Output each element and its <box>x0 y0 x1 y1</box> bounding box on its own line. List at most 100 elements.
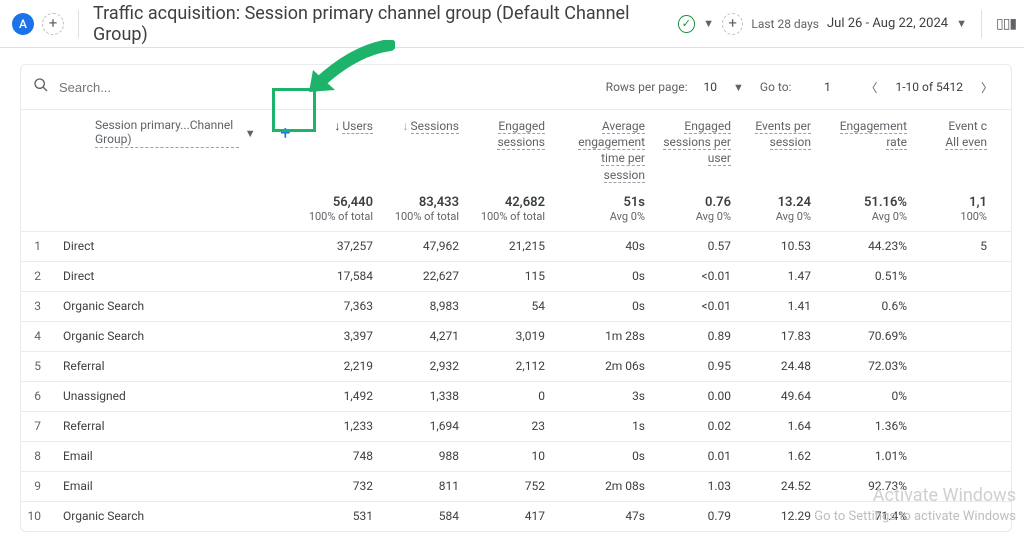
row-metric: 24.52 <box>739 479 819 493</box>
goto-input[interactable]: 1 <box>807 79 847 95</box>
chevron-down-icon: ▼ <box>956 17 967 30</box>
range-text: 1-10 of 5412 <box>895 80 963 94</box>
row-metric: 44.23% <box>819 239 915 253</box>
row-index: 2 <box>21 269 55 283</box>
check-icon[interactable]: ✓ <box>678 15 695 33</box>
table-row[interactable]: 3Organic Search7,3638,983540s<0.011.410.… <box>21 291 1011 321</box>
row-metric: 417 <box>467 509 553 523</box>
rows-per-page-value[interactable]: 10 <box>704 80 718 94</box>
row-metric: 1.36% <box>819 419 915 433</box>
row-metric: 1.41 <box>739 299 819 313</box>
col-engagement-rate[interactable]: Engagement rate <box>819 118 915 150</box>
row-metric: 1,233 <box>295 419 381 433</box>
row-metric: 1,338 <box>381 389 467 403</box>
row-metric: 70.69% <box>819 329 915 343</box>
col-engaged-per-user[interactable]: Engaged sessions per user <box>653 118 739 167</box>
top-bar: A + Traffic acquisition: Session primary… <box>0 0 1024 48</box>
divider <box>78 10 79 38</box>
row-metric: 2,112 <box>467 359 553 373</box>
row-metric: 0.79 <box>653 509 739 523</box>
table-row[interactable]: 1Direct37,25747,96221,21540s0.5710.5344.… <box>21 231 1011 261</box>
col-avg-engagement[interactable]: Average engagement time per session <box>553 118 653 183</box>
row-metric: 2m 06s <box>553 359 653 373</box>
search-icon <box>33 77 49 97</box>
row-metric: 1.62 <box>739 449 819 463</box>
row-metric: 748 <box>295 449 381 463</box>
date-range: Jul 26 - Aug 22, 2024 <box>827 16 948 31</box>
chevron-down-icon[interactable]: ▼ <box>703 17 714 30</box>
col-users[interactable]: ↓Users <box>295 118 381 134</box>
row-metric: 3,397 <box>295 329 381 343</box>
dimension-selector[interactable]: Session primary...Channel Group) ▼ + <box>55 118 295 148</box>
summary-row: 56,440100% of total 83,433100% of total … <box>21 189 1011 231</box>
row-metric: 47,962 <box>381 239 467 253</box>
col-event-count[interactable]: Event cAll even <box>915 118 995 150</box>
col-sessions[interactable]: ↓Sessions <box>381 118 467 134</box>
row-index: 5 <box>21 359 55 373</box>
row-metric: 1,694 <box>381 419 467 433</box>
chevron-down-icon[interactable]: ▼ <box>733 81 744 94</box>
row-metric: 811 <box>381 479 467 493</box>
row-channel: Organic Search <box>55 299 295 313</box>
add-comparison-button[interactable]: + <box>42 13 64 35</box>
date-picker[interactable]: Last 28 days Jul 26 - Aug 22, 2024 ▼ <box>751 16 967 31</box>
row-metric: 1.47 <box>739 269 819 283</box>
row-metric: 23 <box>467 419 553 433</box>
watermark: Activate Windows Go to Settings to activ… <box>814 483 1016 526</box>
row-metric: 17,584 <box>295 269 381 283</box>
row-metric: <0.01 <box>653 269 739 283</box>
row-metric: 3,019 <box>467 329 553 343</box>
row-channel: Email <box>55 449 295 463</box>
row-metric: 0s <box>553 449 653 463</box>
rows-per-page-label: Rows per page: <box>606 80 688 94</box>
row-metric: 584 <box>381 509 467 523</box>
date-label: Last 28 days <box>751 17 819 31</box>
dimension-label: Session primary...Channel Group) <box>95 118 239 148</box>
row-metric: 49.64 <box>739 389 819 403</box>
row-metric: 1.64 <box>739 419 819 433</box>
row-metric: 21,215 <box>467 239 553 253</box>
account-badge[interactable]: A <box>12 13 34 35</box>
table-row[interactable]: 2Direct17,58422,6271150s<0.011.470.51% <box>21 261 1011 291</box>
row-metric: 10 <box>467 449 553 463</box>
row-metric: 0s <box>553 299 653 313</box>
data-table: Rows per page: 10 ▼ Go to: 1 〈 1-10 of 5… <box>20 64 1012 532</box>
prev-page-button[interactable]: 〈 <box>863 79 879 96</box>
row-channel: Email <box>55 479 295 493</box>
row-metric: 752 <box>467 479 553 493</box>
row-index: 6 <box>21 389 55 403</box>
row-channel: Organic Search <box>55 509 295 523</box>
table-row[interactable]: 8Email748988100s0.011.621.01% <box>21 441 1011 471</box>
table-row[interactable]: 6Unassigned1,4921,33803s0.0049.640% <box>21 381 1011 411</box>
row-metric: 17.83 <box>739 329 819 343</box>
row-metric: 8,983 <box>381 299 467 313</box>
watermark-title: Activate Windows <box>814 483 1016 508</box>
row-metric: 0 <box>467 389 553 403</box>
row-metric: <0.01 <box>653 299 739 313</box>
row-metric: 54 <box>467 299 553 313</box>
table-row[interactable]: 7Referral1,2331,694231s0.021.641.36% <box>21 411 1011 441</box>
row-index: 8 <box>21 449 55 463</box>
row-metric: 0.01 <box>653 449 739 463</box>
row-metric: 0.57 <box>653 239 739 253</box>
row-index: 4 <box>21 329 55 343</box>
panel-toggle-icon[interactable]: ▯▯▮ <box>996 16 1012 32</box>
next-page-button[interactable]: 〉 <box>979 79 995 96</box>
add-dimension-button[interactable]: + <box>276 121 295 145</box>
row-channel: Direct <box>55 239 295 253</box>
title-text: Traffic acquisition: Session primary cha… <box>93 3 670 45</box>
row-metric: 1.01% <box>819 449 915 463</box>
row-channel: Referral <box>55 359 295 373</box>
col-engaged-sessions[interactable]: Engaged sessions <box>467 118 553 150</box>
search-input[interactable] <box>59 80 596 95</box>
row-metric: 0.95 <box>653 359 739 373</box>
row-metric: 12.29 <box>739 509 819 523</box>
row-metric: 1,492 <box>295 389 381 403</box>
row-metric: 22,627 <box>381 269 467 283</box>
table-row[interactable]: 5Referral2,2192,9322,1122m 06s0.9524.487… <box>21 351 1011 381</box>
table-row[interactable]: 4Organic Search3,3974,2713,0191m 28s0.89… <box>21 321 1011 351</box>
col-events-per-session[interactable]: Events per session <box>739 118 819 150</box>
add-segment-button[interactable]: + <box>722 13 743 35</box>
row-channel: Unassigned <box>55 389 295 403</box>
row-metric: 0.6% <box>819 299 915 313</box>
